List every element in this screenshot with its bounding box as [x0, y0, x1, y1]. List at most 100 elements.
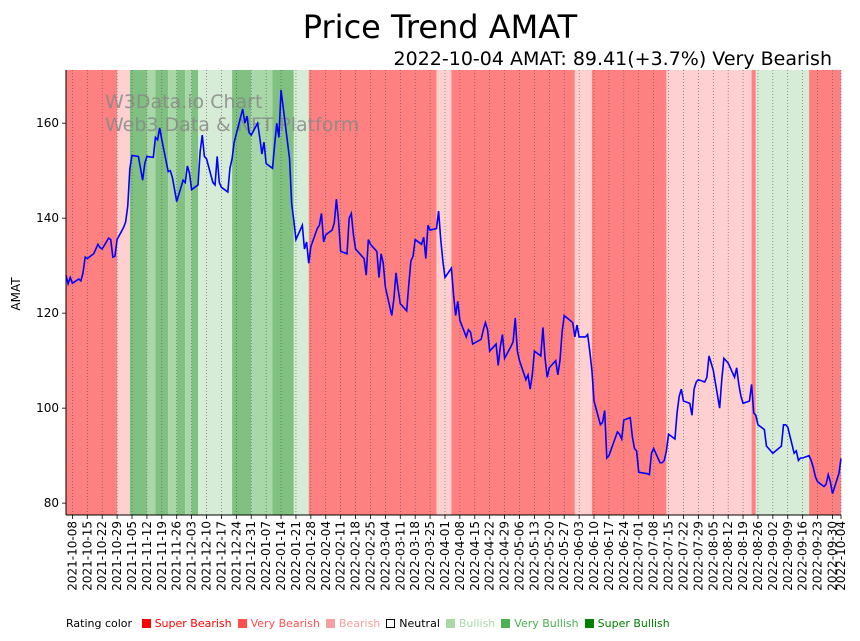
x-tick-label-23: 2022-03-18 — [408, 521, 422, 591]
watermark-line-2: Web3 Data & NFT Platform — [105, 114, 359, 136]
legend-item-4: Bullish — [445, 617, 496, 630]
x-tick-label-49: 2022-09-16 — [796, 521, 810, 591]
rating-band-16 — [436, 70, 452, 515]
x-tick-label-9: 2021-12-10 — [200, 521, 214, 591]
x-tick-label-27: 2022-04-15 — [468, 521, 482, 591]
rating-band-3 — [129, 70, 147, 515]
legend-swatch-4 — [445, 619, 455, 628]
x-tick-label-29: 2022-04-29 — [498, 521, 512, 591]
x-tick-label-2: 2021-10-22 — [95, 521, 109, 591]
rating-band-4 — [146, 70, 156, 515]
x-tick-label-6: 2021-11-19 — [155, 521, 169, 591]
x-tick-label-51: 2022-09-30 — [825, 521, 839, 591]
x-tick-label-13: 2022-01-07 — [259, 521, 273, 591]
rating-band-21 — [751, 70, 756, 515]
rating-band-19 — [591, 70, 667, 515]
x-tick-label-42: 2022-07-29 — [691, 521, 705, 591]
watermark: W3Data.io Chart Web3 Data & NFT Platform — [105, 91, 359, 136]
y-tick-label-1: 100 — [36, 401, 59, 415]
rating-bands — [66, 70, 841, 515]
y-tick-label-3: 140 — [36, 211, 59, 225]
legend-swatch-1 — [237, 619, 247, 628]
chart-subtitle: 2022-10-04 AMAT: 89.41(+3.7%) Very Beari… — [394, 48, 832, 70]
x-tick-label-39: 2022-07-08 — [647, 521, 661, 591]
legend-swatch-2 — [325, 619, 335, 628]
watermark-line-1: W3Data.io Chart — [105, 91, 262, 113]
legend-title: Rating color — [66, 617, 133, 630]
legend-label-6: Super Bullish — [597, 617, 670, 630]
rating-band-6 — [168, 70, 177, 515]
x-tick-label-21: 2022-03-04 — [378, 521, 392, 591]
legend-items: Super Bearish Very Bearish Bearish Neutral B… — [136, 617, 670, 630]
x-tick-label-32: 2022-05-20 — [542, 521, 556, 591]
x-tick-label-34: 2022-06-03 — [572, 521, 586, 591]
rating-band-23 — [809, 70, 841, 515]
x-tick-label-36: 2022-06-17 — [602, 521, 616, 591]
vertical-gridlines — [72, 70, 842, 515]
x-tick-label-33: 2022-05-27 — [557, 521, 571, 591]
price-line — [65, 89, 842, 494]
x-tick-label-52: 2022-10-04 — [834, 521, 848, 591]
x-tick-label-25: 2022-04-01 — [438, 521, 452, 591]
x-tick-label-0: 2021-10-08 — [65, 521, 79, 591]
legend-item-0: Super Bearish — [141, 617, 232, 630]
legend-label-3: Neutral — [399, 617, 440, 630]
rating-band-20 — [666, 70, 752, 515]
legend-item-2: Bearish — [325, 617, 380, 630]
x-tick-label-48: 2022-09-09 — [781, 521, 795, 591]
x-tick-label-38: 2022-07-01 — [632, 521, 646, 591]
x-tick-label-41: 2022-07-22 — [676, 521, 690, 591]
legend-item-6: Super Bullish — [584, 617, 670, 630]
legend-item-1: Very Bearish — [237, 617, 320, 630]
x-axis-ticks: 2021-10-08 2021-10-15 2021-10-22 2021-10-29… — [65, 515, 848, 591]
x-tick-label-7: 2021-11-26 — [170, 521, 184, 591]
rating-band-7 — [176, 70, 186, 515]
y-axis-label: AMAT — [9, 277, 23, 311]
rating-band-12 — [251, 70, 273, 515]
x-tick-label-45: 2022-08-19 — [736, 521, 750, 591]
legend-item-3: Neutral — [386, 617, 440, 630]
legend-swatch-3 — [386, 619, 396, 628]
chart-title: Price Trend AMAT — [303, 8, 578, 46]
legend-label-0: Super Bearish — [154, 617, 232, 630]
x-tick-label-28: 2022-04-22 — [483, 521, 497, 591]
x-tick-label-16: 2022-01-28 — [304, 521, 318, 591]
x-tick-label-24: 2022-03-25 — [423, 521, 437, 591]
legend-swatch-5 — [501, 619, 511, 628]
x-tick-label-26: 2022-04-08 — [453, 521, 467, 591]
legend-swatch-6 — [584, 619, 594, 628]
x-tick-label-37: 2022-06-24 — [617, 521, 631, 591]
x-tick-label-5: 2021-11-12 — [140, 521, 154, 591]
x-tick-label-17: 2022-02-04 — [319, 521, 333, 591]
rating-band-0 — [66, 70, 84, 515]
x-tick-label-1: 2021-10-15 — [80, 521, 94, 591]
x-tick-label-19: 2022-02-18 — [349, 521, 363, 591]
rating-band-18 — [574, 70, 592, 515]
x-tick-label-50: 2022-09-23 — [811, 521, 825, 591]
legend-swatch-0 — [141, 619, 151, 628]
legend-item-5: Very Bullish — [501, 617, 579, 630]
rating-band-17 — [451, 70, 575, 515]
x-tick-label-10: 2021-12-17 — [214, 521, 228, 591]
x-tick-label-44: 2022-08-12 — [721, 521, 735, 591]
rating-band-13 — [272, 70, 294, 515]
rating-legend: Rating color Super Bearish Very Bearish Be… — [66, 617, 670, 630]
rating-band-8 — [185, 70, 192, 515]
x-tick-label-30: 2022-05-06 — [513, 521, 527, 591]
rating-band-9 — [191, 70, 199, 515]
rating-band-15 — [308, 70, 437, 515]
x-tick-label-31: 2022-05-13 — [527, 521, 541, 591]
x-tick-label-47: 2022-09-02 — [766, 521, 780, 591]
axes — [65, 70, 841, 516]
legend-label-1: Very Bearish — [250, 617, 320, 630]
rating-band-11 — [232, 70, 252, 515]
legend-label-4: Bullish — [458, 617, 496, 630]
x-tick-label-12: 2021-12-31 — [244, 521, 258, 591]
x-tick-label-14: 2022-01-14 — [274, 521, 288, 591]
legend-label-5: Very Bullish — [514, 617, 579, 630]
x-tick-label-20: 2022-02-25 — [363, 521, 377, 591]
x-tick-label-15: 2022-01-21 — [289, 521, 303, 591]
x-tick-label-35: 2022-06-10 — [587, 521, 601, 591]
y-tick-label-0: 80 — [44, 496, 59, 510]
